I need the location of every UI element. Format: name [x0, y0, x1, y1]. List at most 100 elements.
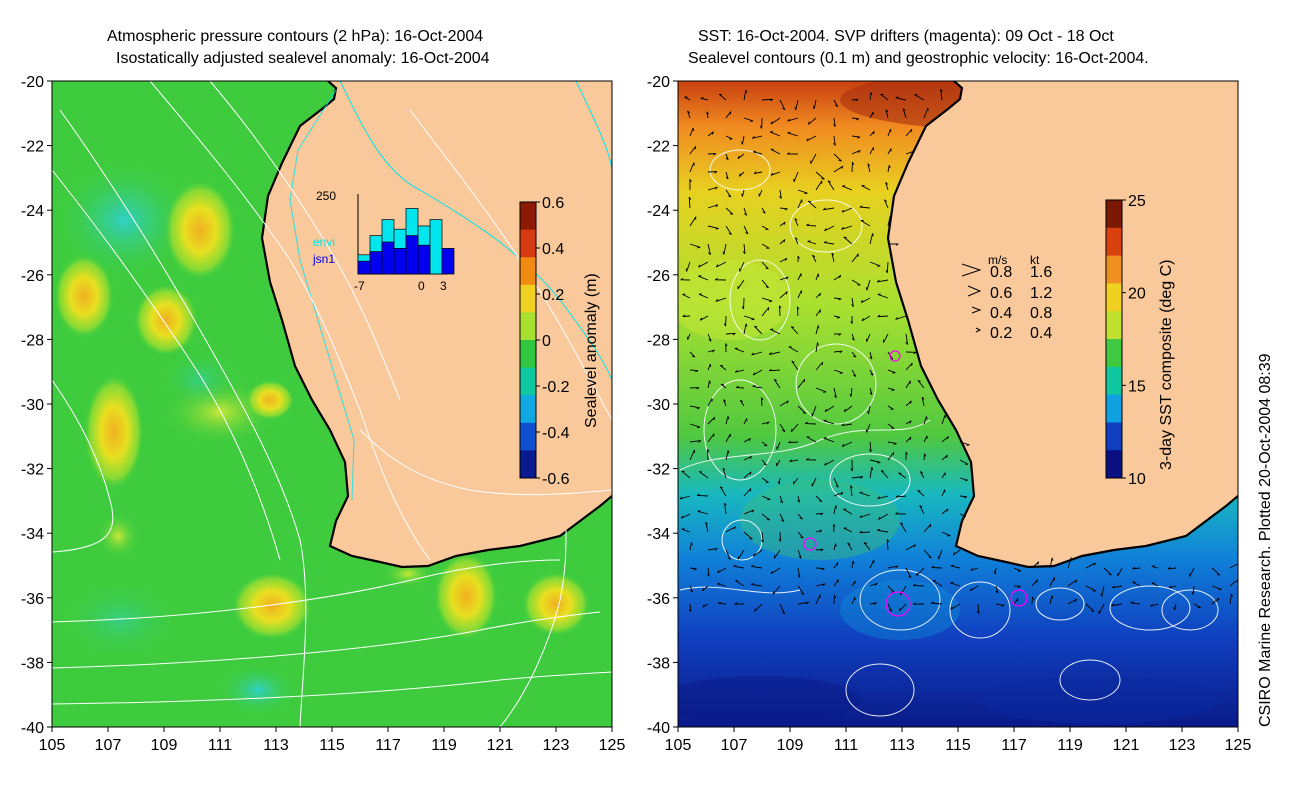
velocity-arrow: [722, 467, 727, 479]
velocity-arrow-head: [946, 436, 949, 440]
velocity-arrow-head: [785, 276, 789, 280]
velocity-arrow-head: [836, 316, 840, 319]
velocity-arrow: [959, 441, 970, 446]
velocity-arrow: [1193, 603, 1201, 608]
velocity-arrow-head: [944, 414, 946, 419]
velocity-arrow-head: [768, 368, 772, 372]
colorbar-segment: [520, 340, 536, 369]
velocity-arrow: [717, 567, 727, 574]
velocity-arrow-head: [734, 369, 738, 373]
velocity-arrow: [707, 204, 719, 209]
velocity-arrow: [761, 207, 766, 214]
velocity-arrow: [823, 437, 835, 443]
velocity-arrow: [776, 441, 781, 450]
colorbar-segment: [1106, 311, 1122, 340]
velocity-arrow: [793, 171, 799, 182]
velocity-arrow: [923, 435, 928, 443]
velocity-arrow: [815, 273, 819, 281]
velocity-arrow: [770, 117, 781, 125]
velocity-arrow: [688, 197, 691, 209]
velocity-arrow: [877, 315, 889, 318]
velocity-arrow: [833, 579, 839, 587]
velocity-arrow: [697, 510, 709, 515]
velocity-arrow-head: [687, 110, 691, 114]
velocity-arrow: [869, 602, 877, 605]
velocity-arrow: [761, 421, 770, 425]
velocity-arrow: [737, 153, 745, 159]
velocity-arrow: [815, 548, 824, 551]
velocity-arrow-head: [838, 298, 842, 301]
velocity-arrow-head: [827, 180, 831, 183]
velocity-arrow-head: [817, 342, 819, 346]
velocity-arrow: [1229, 578, 1238, 587]
velocity-arrow: [851, 333, 855, 341]
velocity-arrow-head: [763, 463, 767, 466]
velocity-arrow-head: [717, 582, 721, 585]
left-lon-tick-label: 121: [487, 737, 514, 754]
velocity-arrow: [824, 459, 835, 466]
velocity-arrow: [1112, 585, 1123, 589]
velocity-arrow-head: [783, 221, 786, 226]
velocity-arrow: [725, 171, 729, 180]
velocity-arrow: [883, 199, 889, 209]
velocity-arrow: [808, 117, 817, 125]
velocity-arrow-head: [1173, 607, 1176, 611]
velocity-arrow-head: [852, 560, 855, 564]
left-map-title-line1: Atmospheric pressure contours (2 hPa): 1…: [107, 28, 484, 45]
velocity-arrow-head: [787, 131, 791, 134]
velocity-arrow-head: [952, 552, 955, 556]
velocity-arrow: [887, 369, 896, 374]
velocity-arrow-head: [851, 337, 855, 341]
velocity-arrow: [717, 583, 727, 587]
velocity-arrow-head: [831, 252, 835, 256]
colorbar-tick-label: 0.4: [542, 241, 564, 258]
velocity-arrow: [899, 522, 907, 533]
velocity-arrow-head: [702, 587, 704, 591]
velocity-arrow: [850, 485, 853, 497]
velocity-arrow: [699, 315, 709, 321]
velocity-arrow: [941, 472, 946, 479]
velocity-arrow: [1013, 567, 1022, 572]
velocity-arrow-head: [888, 165, 891, 169]
velocity-arrow: [769, 369, 781, 372]
left-lon-tick-label: 115: [319, 737, 345, 754]
velocity-arrow: [905, 567, 912, 578]
velocity-arrow: [896, 495, 907, 498]
velocity-arrow-head: [741, 141, 743, 145]
colorbar-segment: [1106, 366, 1122, 396]
velocity-arrow-head: [885, 182, 889, 185]
left-lat-tick-label: -20: [21, 74, 44, 91]
velocity-arrow: [842, 441, 853, 448]
velocity-arrow: [1151, 566, 1159, 569]
velocity-arrow: [743, 509, 755, 515]
right-lon-tick-label: 105: [665, 737, 692, 754]
velocity-arrow-head: [725, 157, 729, 161]
velocity-arrow: [761, 513, 771, 521]
credit-text: CSIRO Marine Research. Plotted 20-Oct-20…: [1257, 353, 1274, 727]
velocity-arrow-head: [770, 172, 774, 176]
velocity-arrow: [919, 505, 925, 515]
velocity-arrow-head: [839, 275, 842, 279]
velocity-arrow: [1031, 579, 1038, 587]
velocity-arrow: [1067, 579, 1078, 587]
left-lon-tick-label: 109: [151, 737, 178, 754]
velocity-arrow-head: [708, 339, 712, 342]
velocity-arrow-head: [873, 131, 875, 135]
velocity-arrow: [779, 513, 785, 522]
velocity-arrow: [851, 253, 859, 263]
inset-jsn1-bar: [417, 244, 431, 275]
velocity-arrow-head: [751, 352, 755, 356]
velocity-arrow: [861, 185, 871, 191]
left-lat-tick-label: -38: [21, 655, 44, 672]
velocity-arrow: [887, 585, 895, 593]
velocity-arrow-head: [891, 389, 895, 391]
velocity-arrow: [698, 471, 709, 479]
velocity-arrow-head: [753, 150, 757, 153]
left-lat-tick-label: -28: [21, 332, 44, 349]
velocity-arrow-head: [1217, 597, 1220, 602]
velocity-legend-kt-1: 1.6: [1030, 264, 1052, 281]
velocity-arrow-head: [970, 587, 973, 592]
velocity-arrow: [779, 99, 786, 110]
velocity-arrow: [810, 153, 817, 164]
velocity-arrow-head: [909, 436, 912, 441]
